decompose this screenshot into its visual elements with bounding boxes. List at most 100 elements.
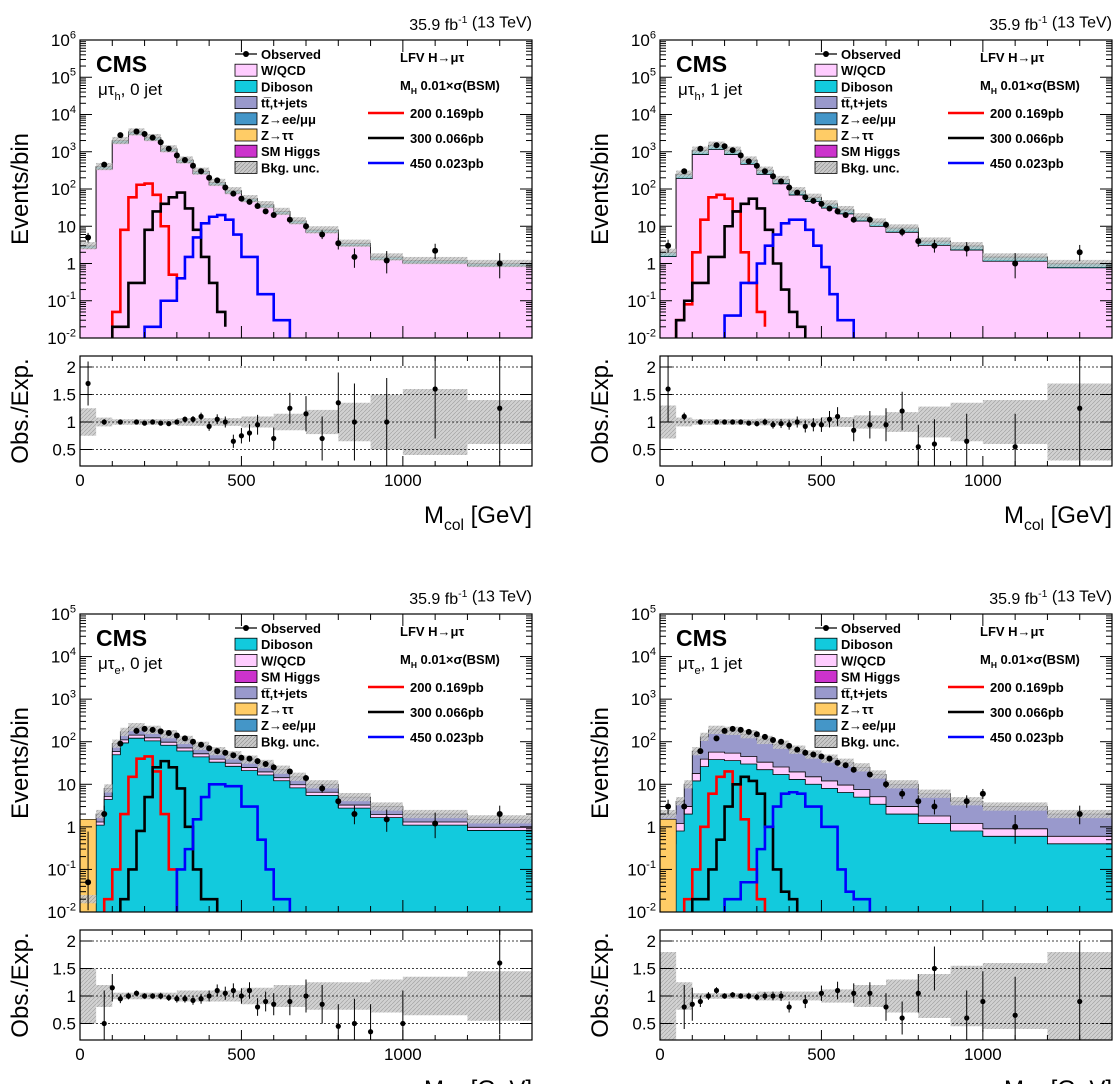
ratio-point [125,993,132,999]
y-tick-label-part: 4 [650,104,656,116]
y-tick-label-part: -2 [66,901,76,913]
legend-label-unc: Bkg. unc. [841,734,900,749]
ratio-unc-bin [370,979,403,1013]
signal-legend-entry-450: 450 0.023pb [990,730,1064,745]
signal-200 [682,770,767,912]
ratio-point [746,420,752,426]
unc-band-bin [402,256,468,265]
ratio-y-tick-label: 1.5 [632,386,656,405]
x-axis-label-part: [GeV] [1044,502,1112,529]
ratio-y-tick-label: 0.5 [52,441,76,460]
y-tick-label-part: 6 [70,29,76,41]
signal-legend-entry-450: 450 0.023pb [410,730,484,745]
ratio-point [931,441,938,447]
y-tick-label: 102 [631,178,656,199]
legend-label-ttbar: tt̅,t+jets [841,96,888,111]
ratio-point [198,413,204,420]
y-tick-label-part: 10 [51,648,70,667]
legend-swatch-ttbar [234,96,258,109]
observed-point [173,732,180,739]
observed-point [222,749,229,756]
ratio-point [497,405,503,411]
legend-label-observed: Observed [261,47,321,62]
signal-legend-header-part: H [411,86,417,96]
unc-band-bin [918,789,951,798]
cms-label: CMS [676,625,727,651]
y-tick-label: 105 [51,67,76,88]
legend-swatch-unc [234,160,258,174]
ratio-point [246,987,253,994]
legend-observed-marker [243,51,249,57]
unc-band-bin [112,136,129,145]
signal-legend-header: MH 0.01×σ(BSM) [980,78,1080,96]
unc-band-bin [273,207,290,216]
y-tick-label-part: -1 [646,290,656,302]
y-tick-label-part: -2 [646,901,656,913]
ratio-point [238,433,245,439]
y-tick-label: 1 [67,818,76,837]
legend-label-wqcd: W/QCD [841,63,886,78]
signal-legend-entry-300: 300 0.066pb [990,705,1064,720]
observed-point [222,184,229,191]
unc-band-bin [886,780,919,789]
observed-point [101,161,108,168]
ratio-y-tick-label: 1 [67,413,76,432]
ratio-point [319,1001,325,1007]
ratio-point [287,405,293,411]
x-axis-label-part: M [424,502,444,529]
ratio-y-label: Obs./Exp. [7,932,34,1037]
legend-swatch-smh [814,144,838,158]
ratio-point [254,422,261,428]
observed-point [770,173,776,180]
y-tick-label-part: -1 [646,859,656,871]
observed-point [117,740,124,747]
observed-point [729,725,736,732]
ratio-point [762,993,768,999]
channel-label-part: e [115,665,121,677]
legend-swatch-diboson [234,80,258,93]
stack-wqcd [660,149,1112,338]
x-tick-label: 500 [807,471,835,490]
unc-band-bin [370,802,403,811]
observed-point [737,726,744,733]
y-tick-label: 10 [637,775,656,794]
y-tick-label: 10 [57,217,76,236]
observed-point [157,728,164,735]
observed-point [963,798,970,805]
x-tick-label: 1000 [964,471,1002,490]
y-tick-label-part: 10 [631,733,650,752]
stack-diboson [660,759,1112,912]
signal-legend-header-part: H [411,660,417,670]
x-tick-label: 1000 [964,1045,1002,1064]
signal-legend-entry-200: 200 0.169pb [410,680,484,695]
unc-band-bin [120,727,129,737]
observed-point [818,200,825,207]
legend-swatch-unc [814,735,838,748]
legend-swatch-smh [234,670,258,683]
ratio-point [826,416,833,422]
ratio-point [166,995,172,1001]
unc-band-bin [869,770,886,779]
observed-point [850,766,857,773]
ratio-point [713,419,720,425]
observed-point [737,152,744,159]
lumi-label-part: -1 [458,15,467,26]
y-tick-label: 10-2 [627,327,656,348]
observed-point [190,162,196,169]
lumi-label-part: 35.9 fb [989,591,1038,608]
ratio-point [818,422,825,428]
observed-point [745,728,752,735]
signal-legend-header-part: 0.01×σ(BSM) [417,652,500,667]
signal-legend-header-part: M [980,78,991,93]
lumi-label-part: 35.9 fb [989,17,1038,34]
observed-point [761,733,768,740]
y-tick-label-part: -2 [66,327,76,339]
upper-plot-area [660,141,1112,338]
observed-point [681,168,688,175]
ratio-point [746,993,752,999]
y-tick-label-part: 10 [47,860,66,879]
signal-legend-entry-300: 300 0.066pb [990,131,1064,146]
ratio-point [166,421,172,427]
observed-point [432,247,439,254]
y-tick-label-part: -1 [66,290,76,302]
